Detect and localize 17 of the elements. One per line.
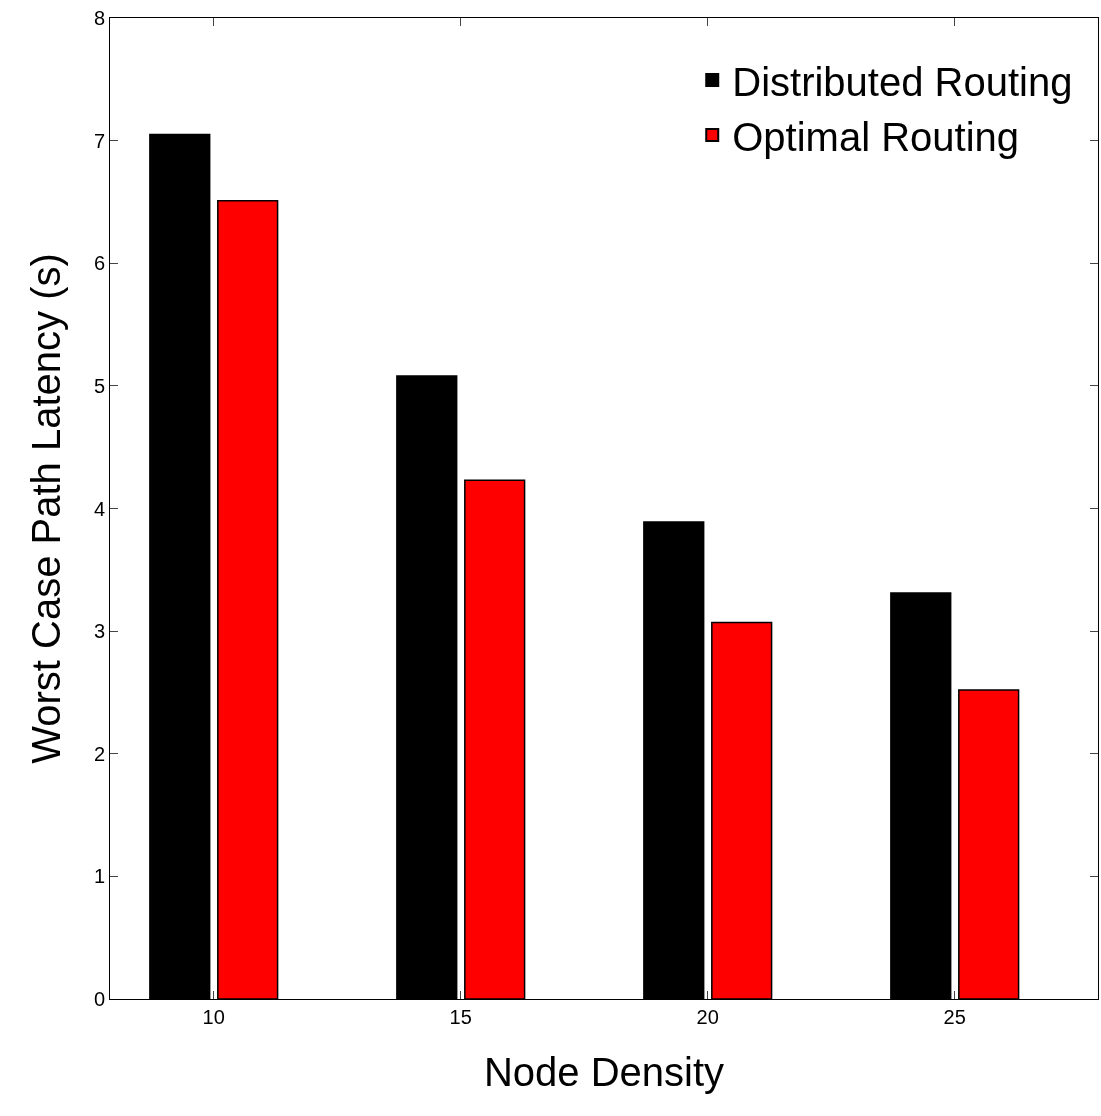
- x-axis-title: Node Density: [483, 1049, 725, 1094]
- y-tick-label: 7: [93, 129, 105, 152]
- x-tick-label: 25: [943, 1006, 966, 1028]
- x-tick-label: 15: [449, 1006, 472, 1028]
- y-tick-label: 3: [93, 620, 105, 643]
- y-axis-title: Worst Case Path Latency (s): [24, 253, 69, 764]
- y-tick-label: 0: [93, 988, 105, 1010]
- y-tick-label: 8: [93, 7, 105, 29]
- legend-label: Distributed Routing: [732, 59, 1073, 104]
- y-tick-label: 1: [93, 865, 105, 888]
- y-tick-label: 6: [93, 252, 105, 275]
- y-tick-label: 2: [93, 742, 105, 765]
- y-tick-label: 5: [93, 374, 105, 397]
- x-tick-label: 10: [202, 1006, 225, 1028]
- x-tick-label: 20: [696, 1006, 719, 1028]
- legend-label: Optimal Routing: [732, 114, 1020, 159]
- y-tick-label: 4: [93, 497, 105, 520]
